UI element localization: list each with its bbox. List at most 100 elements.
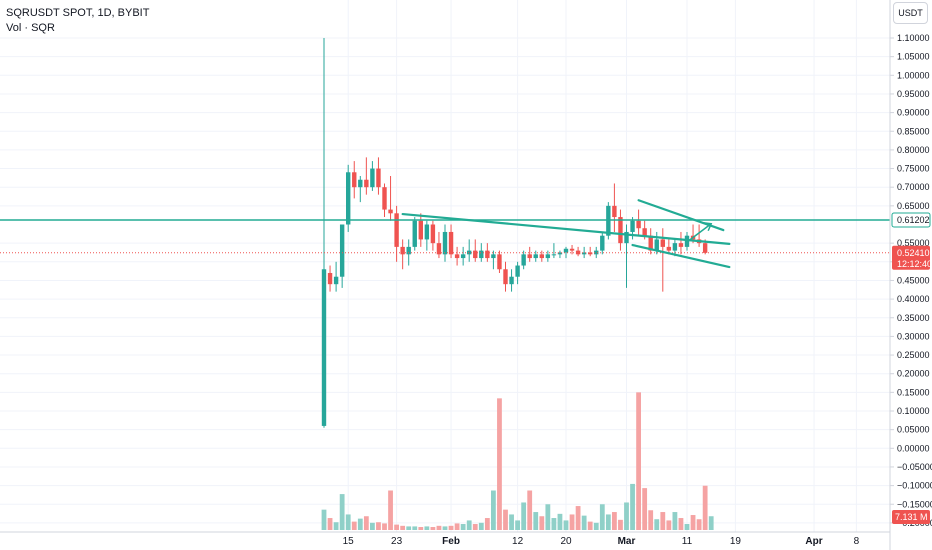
volume-bar xyxy=(466,520,472,530)
volume-indicator-title[interactable]: Vol · SQR xyxy=(6,22,55,34)
candle xyxy=(327,265,333,292)
volume-bar xyxy=(708,516,714,530)
volume-bar xyxy=(357,518,363,530)
volume-bar xyxy=(521,502,527,530)
price-tick-label: 1.10000 xyxy=(897,33,930,43)
candle-body xyxy=(551,254,557,256)
candle xyxy=(521,250,526,270)
volume-bar xyxy=(690,515,696,530)
volume-bar xyxy=(491,490,496,530)
price-tick-label: 0.70000 xyxy=(897,182,930,192)
volume-bar xyxy=(515,520,520,530)
price-tick-label: 0.00000 xyxy=(897,443,930,453)
price-tick-label: 0.55000 xyxy=(897,238,930,248)
time-tick-label: 11 xyxy=(682,536,693,547)
candle-body xyxy=(491,254,496,259)
candle xyxy=(612,183,617,232)
volume-bar xyxy=(394,524,399,530)
volume-bar xyxy=(660,512,666,530)
currency-button[interactable]: USDT xyxy=(893,2,928,24)
volume-bar xyxy=(672,512,678,530)
price-tick-label: 0.45000 xyxy=(897,275,930,285)
last-price-label: 0.52410 xyxy=(897,248,930,258)
candle-body xyxy=(612,205,617,218)
candle-body xyxy=(503,269,508,285)
candle-body xyxy=(376,168,381,188)
volume-bar xyxy=(442,526,448,530)
volume-bar xyxy=(654,519,660,530)
chart-grid xyxy=(0,0,890,532)
volume-bar xyxy=(642,488,648,530)
volume-bar xyxy=(581,515,587,530)
candle-body xyxy=(448,231,454,255)
price-tick-label: 0.40000 xyxy=(897,294,930,304)
price-tick-label: 0.75000 xyxy=(897,164,930,174)
candle xyxy=(454,246,460,266)
volume-bar xyxy=(509,514,514,530)
candle xyxy=(509,269,514,292)
candle xyxy=(333,261,339,292)
candle-body xyxy=(339,224,345,277)
candle xyxy=(430,220,436,251)
candle xyxy=(376,157,381,195)
price-tick-label: 0.65000 xyxy=(897,201,930,211)
candle-body xyxy=(333,276,339,285)
volume-bar xyxy=(454,523,460,530)
volume-bar xyxy=(412,526,418,530)
candle xyxy=(370,161,375,191)
candle-body xyxy=(527,254,532,259)
candle-body xyxy=(654,239,659,251)
volume-bar xyxy=(503,509,508,530)
volume-bar xyxy=(557,513,563,530)
symbol-title[interactable]: SQRUSDT SPOT, 1D, BYBIT xyxy=(6,7,150,19)
candle-body xyxy=(569,248,575,251)
candle-body xyxy=(394,213,399,247)
time-axis[interactable]: 15 23 Feb 12 20 Mar 11 19 Apr 8 xyxy=(0,531,890,547)
candle-body xyxy=(648,235,653,251)
price-tick-label: 0.15000 xyxy=(897,387,930,397)
price-axis[interactable]: 1.10000 1.05000 1.00000 0.95000 0.90000 0.850… xyxy=(889,0,932,550)
drawings[interactable] xyxy=(0,199,890,269)
candle-body xyxy=(557,252,563,255)
candle-body xyxy=(424,224,430,240)
volume-bar xyxy=(376,522,381,530)
price-tick-label: 0.05000 xyxy=(897,425,930,435)
volume-bar xyxy=(636,392,641,530)
trend-line xyxy=(401,212,731,245)
volume-bar xyxy=(618,519,623,530)
volume-bar xyxy=(569,514,575,530)
price-tick-label: 0.90000 xyxy=(897,108,930,118)
volume-bar xyxy=(599,504,605,530)
volume-bars xyxy=(321,392,714,530)
level-price-badge xyxy=(891,212,931,228)
volume-badge xyxy=(892,510,930,524)
time-tick-label: 8 xyxy=(854,536,860,547)
candle xyxy=(539,250,544,262)
volume-bar xyxy=(345,514,351,530)
candle xyxy=(551,243,557,259)
candle-body xyxy=(442,231,448,255)
volume-bar xyxy=(424,526,430,530)
price-tick-label: 0.85000 xyxy=(897,126,930,136)
volume-bar xyxy=(575,506,581,530)
price-tick-label: −0.15000 xyxy=(897,499,932,509)
breakout-arrow-head xyxy=(703,222,713,232)
candle-body xyxy=(382,187,387,210)
volume-bar xyxy=(400,525,406,530)
price-tick-label: 0.25000 xyxy=(897,350,930,360)
volume-bar xyxy=(327,518,333,530)
candle-body xyxy=(346,172,351,225)
candle xyxy=(678,231,684,255)
candle-body xyxy=(575,250,581,255)
volume-bar xyxy=(382,523,387,530)
volume-bar xyxy=(339,494,345,530)
candle-body xyxy=(618,217,623,244)
candle xyxy=(352,161,357,199)
volume-bar xyxy=(460,524,466,530)
volume-bar xyxy=(472,524,478,530)
volume-bar xyxy=(630,483,635,530)
candle xyxy=(594,246,599,259)
candle-body xyxy=(497,254,502,270)
candle xyxy=(382,183,387,218)
